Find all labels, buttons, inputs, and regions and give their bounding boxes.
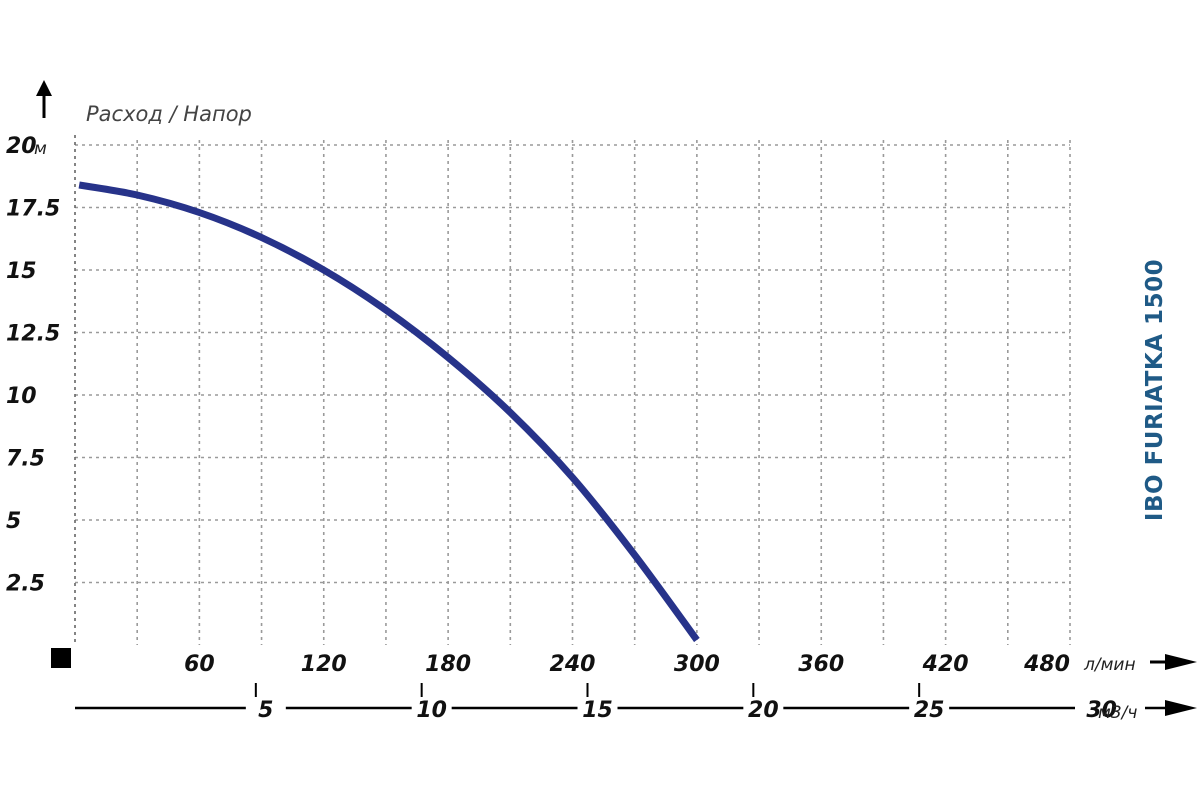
x2-tick-label: 15 <box>582 698 613 723</box>
y-axis-unit: м <box>34 139 47 159</box>
x-tick-label: 420 <box>922 652 969 677</box>
series-layer <box>78 181 700 643</box>
x-tick-label: 180 <box>425 652 471 677</box>
x2-axis-unit: м3/ч <box>1098 703 1137 723</box>
grid-lines <box>75 140 1071 645</box>
y-tick-label: 2.5 <box>6 572 45 597</box>
x2-tick-label: 30 <box>1086 698 1117 723</box>
x2-tick-label: 5 <box>258 698 273 723</box>
y-tick-label: 7.5 <box>6 447 45 472</box>
y-tick-label: 12.5 <box>6 322 60 347</box>
y-tick-label: 5 <box>6 509 21 534</box>
x-tick-label: 240 <box>550 652 596 677</box>
y-tick-label: 15 <box>6 259 37 284</box>
x2-tick-label: 20 <box>748 698 779 723</box>
y-tick-label: 10 <box>6 384 37 409</box>
x2-tick-label: 10 <box>416 698 447 723</box>
x-axis-unit: л/мин <box>1083 655 1136 675</box>
x-tick-label: 300 <box>674 652 720 677</box>
y-axis-arrow-head <box>36 80 52 96</box>
x-tick-label: 60 <box>184 652 215 677</box>
head-flow-curve <box>78 181 700 643</box>
y-tick-label: 20 <box>6 134 37 159</box>
origin-marker <box>51 648 71 668</box>
tick-labels: 20 17.5 15 12.5 10 7.5 5 2.5 60 120 180 240 300 360 42… <box>6 134 1117 723</box>
y-axis-label: Расход / Напор <box>86 102 252 126</box>
x-axis-arrow-head <box>1165 654 1197 670</box>
x-tick-label: 120 <box>301 652 347 677</box>
y-tick-label: 17.5 <box>6 197 60 222</box>
x-tick-label: 360 <box>798 652 844 677</box>
x2-tick-label: 25 <box>914 698 945 723</box>
axes <box>36 80 1197 716</box>
model-label: IBO FURIATKA 1500 <box>1142 259 1168 521</box>
x-tick-label: 480 <box>1023 652 1070 677</box>
x2-axis-arrow-head <box>1165 700 1197 716</box>
